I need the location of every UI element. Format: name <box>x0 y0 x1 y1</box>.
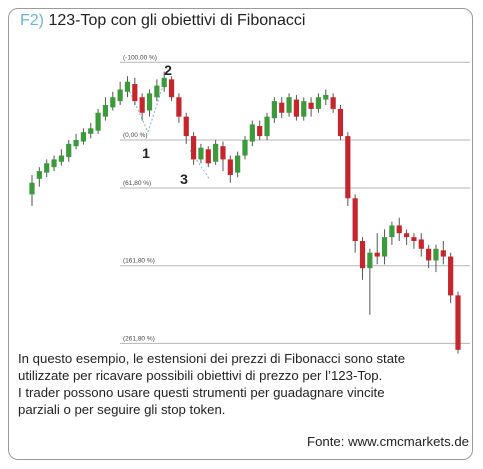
candle-body <box>301 101 307 117</box>
candle-body <box>337 108 344 137</box>
candle-body <box>345 136 351 199</box>
annotation: 1 <box>142 145 150 161</box>
candle-body <box>132 84 138 102</box>
source: Fonte: www.cmcmarkets.de <box>307 434 469 449</box>
candle-body <box>198 147 204 160</box>
candle-body <box>235 155 241 173</box>
connector-lines <box>127 79 211 181</box>
candle-body <box>139 97 145 113</box>
candle-body <box>418 239 424 249</box>
candle-body <box>264 116 270 137</box>
candle-body <box>176 97 182 117</box>
candle-body <box>58 155 64 162</box>
candle-body <box>440 250 446 257</box>
candle-body <box>279 102 285 113</box>
candle-body <box>308 102 314 109</box>
candle-body <box>154 85 160 98</box>
candle-body <box>455 295 461 350</box>
candle-body <box>359 241 366 269</box>
figure-number: F2) <box>20 12 44 29</box>
y-tick-label: (161,80 %) <box>123 258 155 265</box>
candle-body <box>95 112 101 131</box>
candle-body <box>220 146 226 160</box>
candle-body <box>257 125 263 137</box>
candle-body <box>146 93 153 111</box>
candle-body <box>117 89 123 102</box>
candle-body <box>403 233 410 238</box>
candle-body <box>124 81 131 92</box>
candle-body <box>29 182 35 195</box>
candle-body <box>367 252 373 269</box>
caption-line: In questo esempio, le estensioni dei pre… <box>18 351 406 366</box>
candle-body <box>381 237 388 257</box>
candle-body <box>315 97 322 109</box>
caption-line: I trader possono usare questi strumenti … <box>18 385 385 400</box>
annotation: 3 <box>180 171 188 187</box>
candle-body <box>426 248 432 261</box>
candle-body <box>183 116 189 137</box>
candle-body <box>323 94 329 100</box>
candle-body <box>205 149 211 164</box>
title-text: 123-Top con gli obiettivi di Fibonacci <box>48 12 306 29</box>
candle-body <box>102 105 109 117</box>
candle-body <box>433 248 439 261</box>
candle-body <box>36 171 42 179</box>
candle-body <box>411 237 417 242</box>
candle-body <box>190 136 197 160</box>
candle-body <box>352 198 358 242</box>
y-tick-label: (61,80 %) <box>123 180 151 187</box>
candle-body <box>271 101 277 119</box>
candle-body <box>249 124 255 142</box>
frame <box>8 8 473 460</box>
candle-body <box>110 97 116 108</box>
connector <box>147 79 166 133</box>
candle-body <box>330 97 336 109</box>
candle-body <box>293 99 300 117</box>
annotation: 2 <box>164 62 172 78</box>
candle-body <box>448 256 454 296</box>
title: F2) 123-Top con gli obiettivi di Fibonac… <box>20 12 305 30</box>
candle-body <box>66 143 72 158</box>
candle-body <box>88 128 94 134</box>
candle-body <box>286 97 292 113</box>
connector <box>127 87 149 133</box>
y-tick-label: (0,00 %) <box>123 132 148 139</box>
caption-line: parziali o per seguire gli stop token. <box>18 402 226 417</box>
candle-body <box>51 159 57 168</box>
candle-body <box>389 225 395 238</box>
candle-body <box>168 79 175 98</box>
candle-body <box>396 225 402 234</box>
caption-line: utilizzate per ricavare possibili obiett… <box>18 368 383 383</box>
candle-body <box>73 139 79 147</box>
candle-body <box>227 159 233 175</box>
candle-body <box>44 163 50 173</box>
candle-body <box>161 77 167 88</box>
y-tick-label: (261,80 %) <box>123 335 155 342</box>
caption: In questo esempio, le estensioni dei pre… <box>18 350 468 418</box>
candle-body <box>374 252 380 257</box>
candle-body <box>80 132 87 142</box>
candle-body <box>242 139 248 156</box>
candle-body <box>213 143 219 162</box>
y-tick-label: (-100,00 %) <box>123 54 157 61</box>
